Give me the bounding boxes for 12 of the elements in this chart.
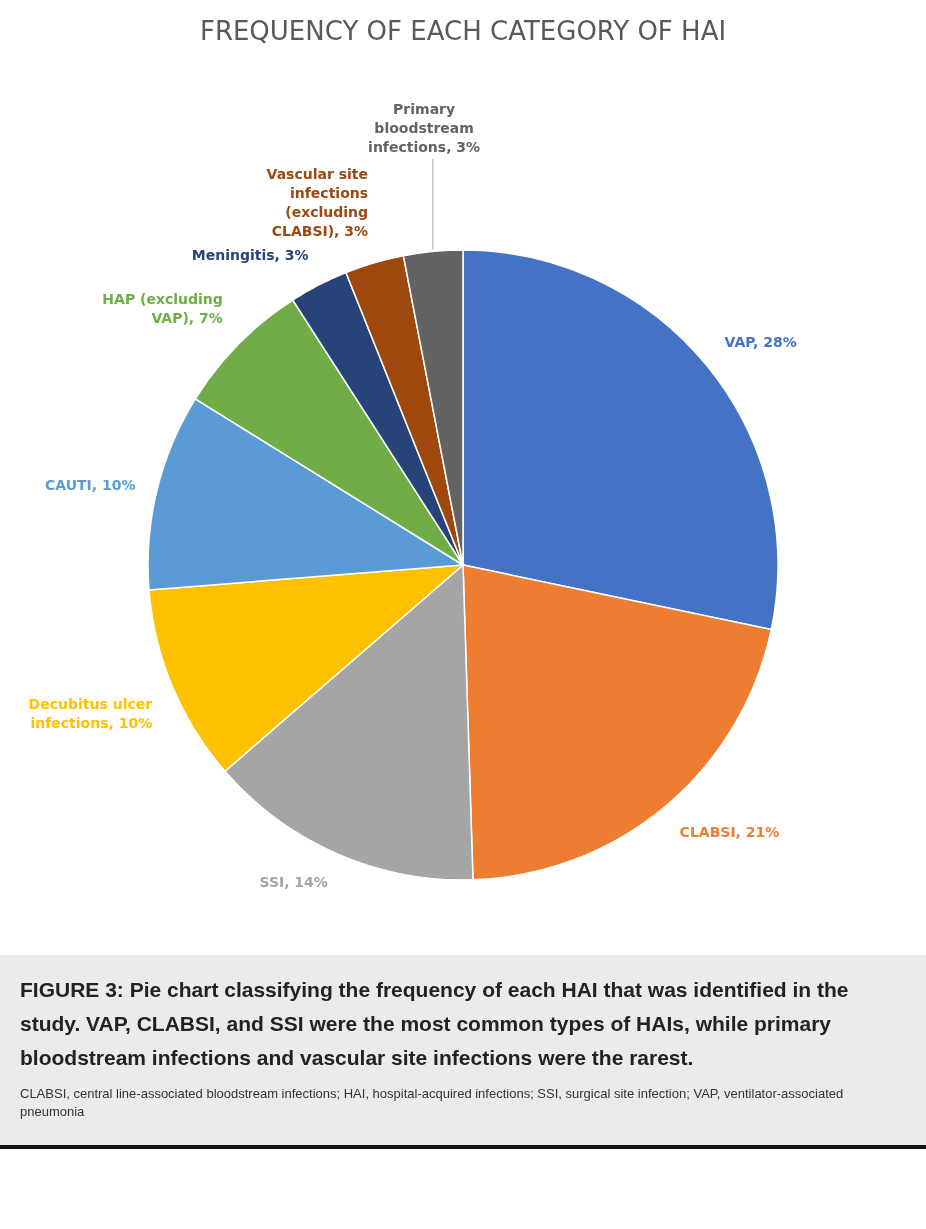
slice-label: Primary bloodstream infections, 3% (368, 101, 481, 156)
slice-label: Vascular site infections (excluding CLABSI), 3% (266, 166, 369, 240)
caption: FIGURE 3: Pie chart classifying the frequency of each HAI that was identified in the study. VAP, CLABSI, and SSI were the most common types of HAIs, while primary bloodstream infections and vascular site infections were the rarest. (20, 977, 850, 1071)
slice-label: CAUTI, 10% (44, 476, 136, 493)
slice-label: SSI, 14% (259, 874, 328, 891)
slice-label: VAP, 28% (724, 334, 797, 350)
slice-label: Decubitus ulcer infections, 10% (28, 695, 153, 731)
slice-label: HAP (excluding VAP), 7% (102, 291, 223, 327)
chart-title: FREQUENCY OF EACH CATEGORY OF HAI (199, 16, 727, 46)
slice-label: CLABSI, 21% (679, 823, 780, 840)
slice-label: Meningitis, 3% (191, 246, 309, 263)
text: CLABSI, central line-associated bloodstream infections; HAI, hospital-acquired infections; SSI, surgical site infection; VAP, ventilator-associated pneumonia (20, 1085, 845, 1121)
